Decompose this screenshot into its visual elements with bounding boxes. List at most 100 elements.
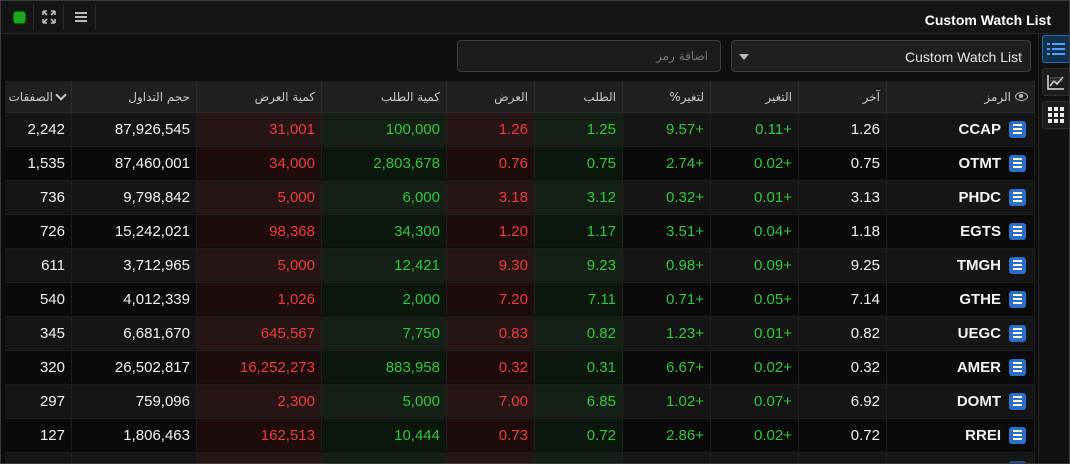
row-menu-icon[interactable] (1009, 358, 1026, 376)
header-volume[interactable]: حجم التداول (72, 81, 197, 112)
add-symbol-input[interactable] (457, 40, 721, 72)
cell-bid-qty: 2,803,678 (322, 147, 447, 179)
header-pct-change[interactable]: %لتغير (623, 81, 711, 112)
cell-ask-qty: 162,513 (197, 419, 322, 451)
symbol-text: UEGC (957, 324, 1001, 342)
cell-pct-change: 2.86+ (623, 419, 711, 451)
table-row[interactable]: 736 9,798,842 5,000 6,000 3.18 3.12 0.32+ 0.01+… (5, 181, 1035, 215)
cell-change: 0.07+ (711, 385, 799, 417)
window-menu-button[interactable] (67, 4, 96, 30)
table-row[interactable]: 1,535 87,460,001 34,000 2,803,678 0.76 0.75 2.… (5, 147, 1035, 181)
cell-bid: 1.25 (535, 113, 623, 145)
table-row[interactable]: 611 3,712,965 5,000 12,421 9.30 9.23 0.98+ 0.09… (5, 249, 1035, 283)
header-bid-qty[interactable]: كمية الطلب (322, 81, 447, 112)
cell-trades: 2,242 (5, 113, 72, 145)
cell-change: 0.11+ (711, 113, 799, 145)
table-row[interactable]: 345 6,681,670 645,567 7,750 0.83 0.82 1.23+ 0.0… (5, 317, 1035, 351)
table-row[interactable]: 297 759,096 2,300 5,000 7.00 6.85 1.02+ 0.07+ 6.… (5, 385, 1035, 419)
cell-ask-qty: 5,000 (197, 249, 322, 281)
cell-symbol[interactable]: EGCH (887, 453, 1035, 463)
grid-view-button[interactable] (1042, 101, 1069, 129)
symbol-text: CCAP (958, 120, 1001, 138)
header-change[interactable]: التغير (711, 81, 799, 112)
table-row[interactable]: 320 26,502,817 16,252,273 883,958 0.32 0.31 6.… (5, 351, 1035, 385)
cell-symbol[interactable]: DOMT (887, 385, 1035, 417)
cell-symbol[interactable]: CCAP (887, 113, 1035, 145)
header-last[interactable]: آخر (799, 81, 887, 112)
header-ask-qty[interactable]: كمية العرض (197, 81, 322, 112)
cell-ask-qty: 0 (197, 453, 322, 463)
chart-view-button[interactable] (1042, 68, 1069, 96)
eye-icon[interactable] (1015, 92, 1028, 101)
cell-symbol[interactable]: OTMT (887, 147, 1035, 179)
live-status-button[interactable] (5, 4, 34, 30)
row-menu-icon[interactable] (1009, 256, 1026, 274)
cell-last: 1.26 (799, 113, 887, 145)
header-symbol[interactable]: الرمز (887, 81, 1035, 112)
symbol-text: EGTS (960, 222, 1001, 240)
watchlist-select[interactable]: Custom Watch List (731, 40, 1031, 72)
cell-last: 6.92 (799, 385, 887, 417)
cell-bid: 3.12 (535, 181, 623, 213)
row-menu-icon[interactable] (1009, 324, 1026, 342)
cell-symbol[interactable]: AMER (887, 351, 1035, 383)
cell-change: 0.09+ (711, 249, 799, 281)
list-view-button[interactable] (1042, 35, 1069, 63)
cell-symbol[interactable]: PHDC (887, 181, 1035, 213)
row-menu-icon[interactable] (1009, 188, 1026, 206)
cell-bid-qty: 10,444 (322, 419, 447, 451)
header-trades[interactable]: الصفقات (5, 81, 72, 112)
table-row[interactable]: 540 4,012,339 1,026 2,000 7.20 7.11 0.71+ 0.05+… (5, 283, 1035, 317)
cell-volume: 26,502,817 (72, 351, 197, 383)
header-bid-label: الطلب (583, 89, 616, 104)
cell-bid-qty: 7,750 (322, 317, 447, 349)
cell-bid: 0.31 (535, 351, 623, 383)
row-menu-icon[interactable] (1009, 154, 1026, 172)
row-menu-icon[interactable] (1009, 222, 1026, 240)
cell-volume: 6,681,670 (72, 317, 197, 349)
cell-trades: 726 (5, 215, 72, 247)
header-pct-change-label: %لتغير (669, 89, 704, 104)
cell-bid: 9.23 (535, 249, 623, 281)
row-menu-icon[interactable] (1009, 392, 1026, 410)
table-row[interactable]: 28002,5000.004.420.000.004.63EGCH (5, 453, 1035, 463)
cell-bid: 0.75 (535, 147, 623, 179)
cell-symbol[interactable]: GTHE (887, 283, 1035, 315)
table-row[interactable]: 726 15,242,021 98,368 34,300 1.20 1.17 3.51+ 0.… (5, 215, 1035, 249)
table-row[interactable]: 127 1,806,463 162,513 10,444 0.73 0.72 2.86+ 0.… (5, 419, 1035, 453)
cell-symbol[interactable]: RREI (887, 419, 1035, 451)
cell-ask-qty: 16,252,273 (197, 351, 322, 383)
cell-trades: 297 (5, 385, 72, 417)
row-menu-icon[interactable] (1009, 426, 1026, 444)
row-menu-icon[interactable] (1009, 290, 1026, 308)
cell-pct-change: 0.32+ (623, 181, 711, 213)
header-bid[interactable]: الطلب (535, 81, 623, 112)
sort-desc-icon (55, 89, 67, 101)
cell-trades: 1,535 (5, 147, 72, 179)
cell-volume: 3,712,965 (72, 249, 197, 281)
table-row[interactable]: 2,242 87,926,545 31,001 100,000 1.26 1.25 9.57… (5, 113, 1035, 147)
cell-volume: 0 (72, 453, 197, 463)
cell-bid-qty: 883,958 (322, 351, 447, 383)
cell-symbol[interactable]: EGTS (887, 215, 1035, 247)
row-menu-icon[interactable] (1009, 460, 1026, 463)
cell-symbol[interactable]: TMGH (887, 249, 1035, 281)
cell-last: 0.32 (799, 351, 887, 383)
expand-button[interactable] (35, 4, 64, 30)
caret-down-icon (739, 54, 749, 60)
symbol-text: RREI (965, 426, 1001, 444)
cell-ask-qty: 31,001 (197, 113, 322, 145)
symbol-text: DOMT (956, 392, 1001, 410)
cell-last: 7.14 (799, 283, 887, 315)
watchlist-select-value: Custom Watch List (905, 49, 1022, 65)
cell-symbol[interactable]: UEGC (887, 317, 1035, 349)
cell-last: 4.63 (799, 453, 887, 463)
cell-volume: 759,096 (72, 385, 197, 417)
cell-bid-qty: 12,421 (322, 249, 447, 281)
symbol-text: GTHE (959, 290, 1001, 308)
quote-rows: 2,242 87,926,545 31,001 100,000 1.26 1.25 9.57… (5, 113, 1035, 463)
view-switcher (1038, 34, 1069, 462)
row-menu-icon[interactable] (1009, 120, 1026, 138)
header-ask[interactable]: العرض (447, 81, 535, 112)
window-title: Custom Watch List (924, 12, 1051, 28)
